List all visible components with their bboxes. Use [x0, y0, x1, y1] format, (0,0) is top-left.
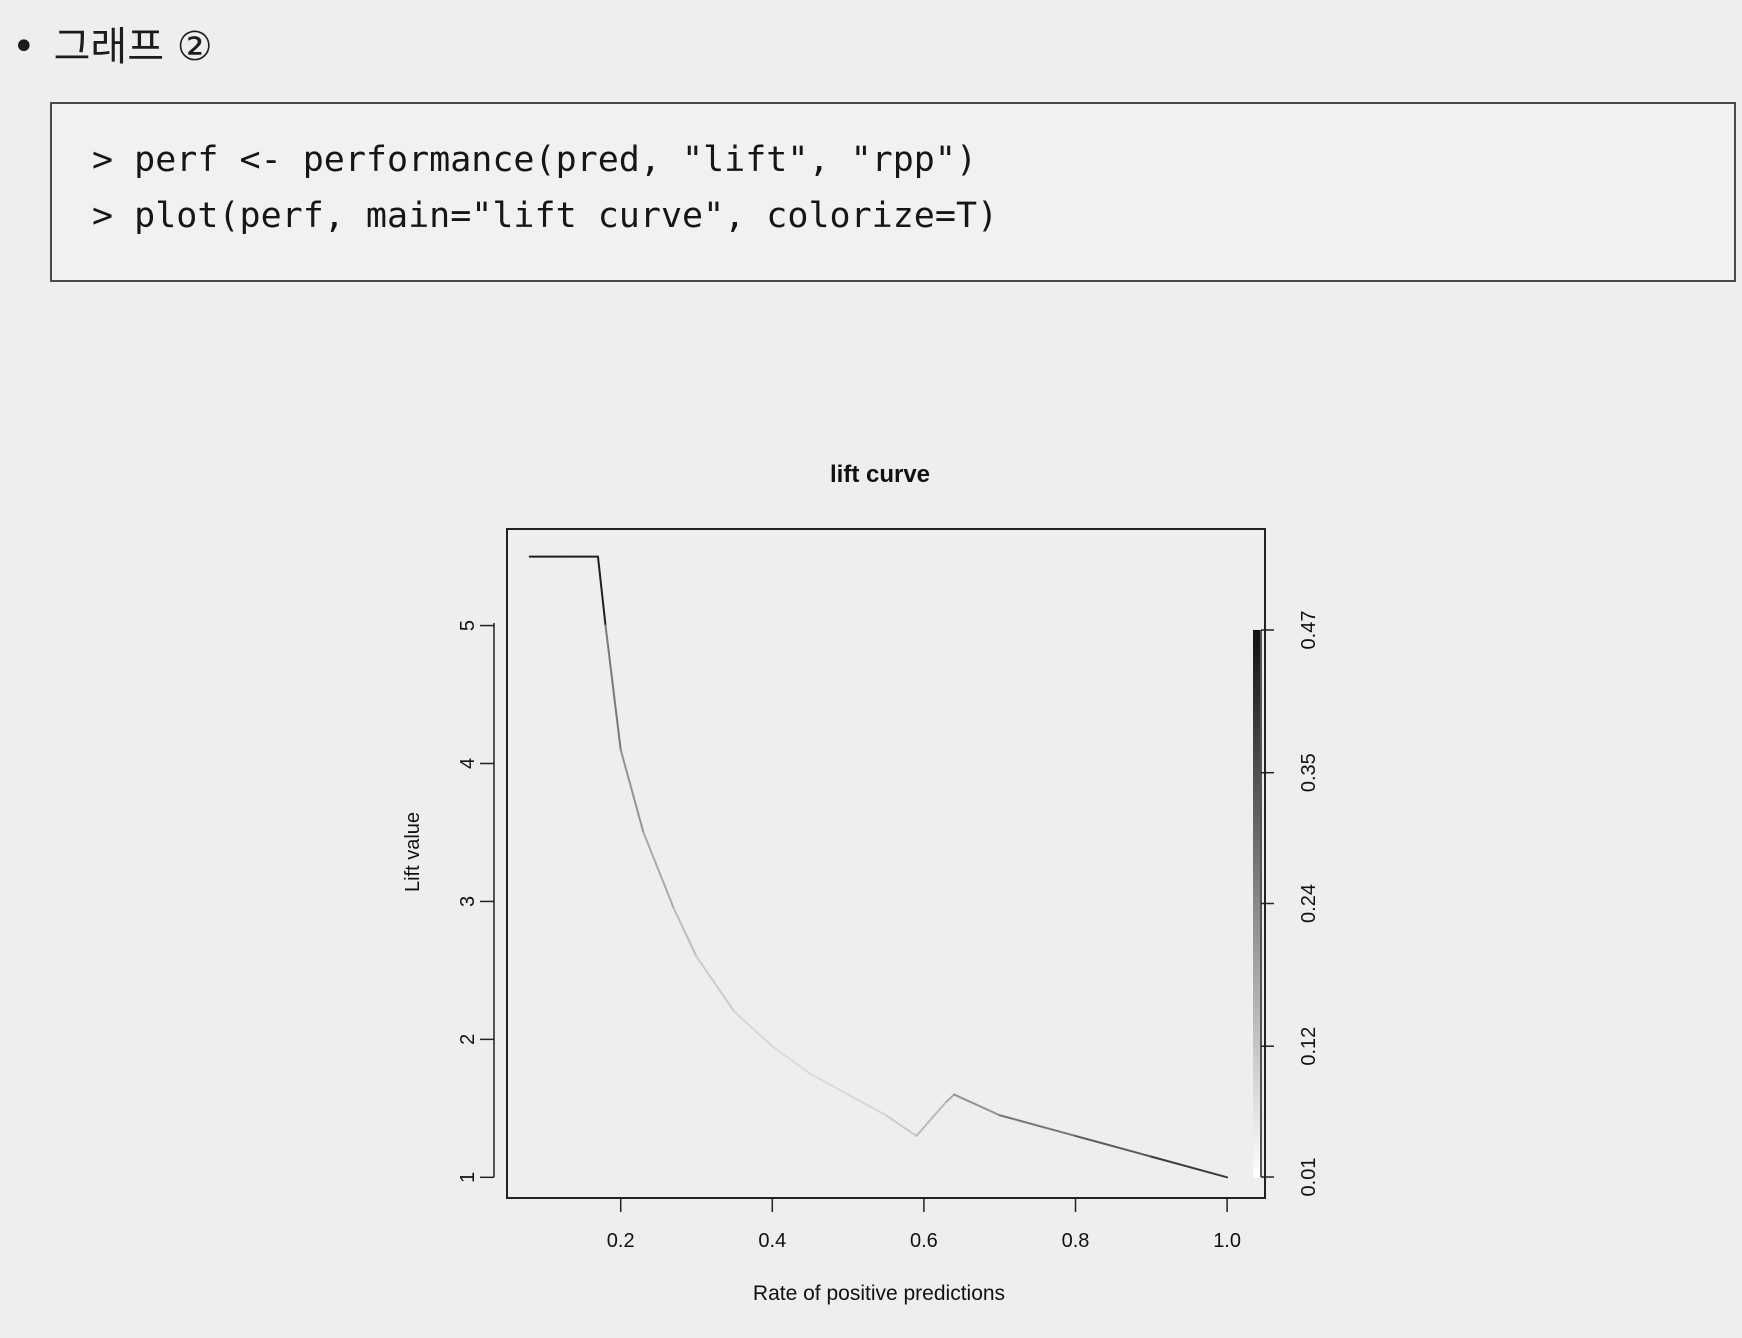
series-line-segment — [1150, 1155, 1229, 1179]
colorbar-tick-label: 0.47 — [1298, 611, 1320, 650]
series-line-segment — [809, 1072, 850, 1096]
plot-frame — [506, 528, 1266, 1199]
x-axis: 0.2 0.4 0.6 0.8 1.0 — [607, 1197, 1241, 1252]
y-axis-label: Lift value — [402, 812, 424, 892]
series-line-segment — [672, 907, 698, 958]
series-line-segment — [945, 1093, 956, 1103]
series-line-segment — [596, 555, 607, 627]
x-tick-label: 0.8 — [1062, 1230, 1090, 1252]
series-line-segment — [619, 748, 645, 834]
colorbar-axis: 0.01 0.12 0.24 0.35 0.47 — [1260, 611, 1320, 1197]
y-tick-label: 2 — [457, 1034, 479, 1045]
y-tick-label: 5 — [457, 620, 479, 631]
chart-title: lift curve — [830, 461, 930, 488]
x-axis-label: Rate of positive predictions — [753, 1282, 1005, 1305]
series-line-segment — [847, 1093, 887, 1117]
y-axis: 1 2 3 4 5 — [457, 620, 495, 1183]
series-line-segment — [733, 1010, 774, 1048]
series-group — [528, 555, 1229, 1179]
series-line-segment — [998, 1114, 1077, 1137]
series-line-segment — [604, 624, 622, 751]
x-tick-label: 0.4 — [758, 1230, 786, 1252]
x-tick-label: 0.2 — [607, 1230, 635, 1252]
y-tick-label: 1 — [457, 1172, 479, 1183]
heading-text: 그래프 ② — [53, 24, 213, 70]
code-line-1: > perf <- performance(pred, "lift", "rpp… — [92, 140, 978, 180]
y-tick-label: 4 — [457, 758, 479, 769]
x-tick-label: 1.0 — [1213, 1230, 1241, 1252]
colorbar-tick-label: 0.24 — [1298, 884, 1320, 923]
code-block: > perf <- performance(pred, "lift", "rpp… — [50, 102, 1736, 282]
series-line-segment — [1074, 1134, 1153, 1158]
colorbar-tick-label: 0.01 — [1298, 1158, 1320, 1197]
bullet-icon: • — [12, 24, 36, 70]
series-line-segment — [642, 831, 675, 910]
series-line-segment — [885, 1114, 918, 1137]
series-line-segment — [953, 1093, 1001, 1117]
colorbar-tick-label: 0.35 — [1298, 753, 1320, 792]
series-line-segment — [915, 1100, 948, 1137]
y-tick-label: 3 — [457, 896, 479, 907]
series-line-segment — [771, 1045, 812, 1075]
colorbar — [1253, 630, 1260, 1178]
colorbar-tick-label: 0.12 — [1298, 1027, 1320, 1066]
x-tick-label: 0.6 — [910, 1230, 938, 1252]
section-heading: • 그래프 ② — [12, 14, 213, 72]
series-line-segment — [695, 955, 736, 1013]
code-line-2: > plot(perf, main="lift curve", colorize… — [92, 196, 999, 236]
